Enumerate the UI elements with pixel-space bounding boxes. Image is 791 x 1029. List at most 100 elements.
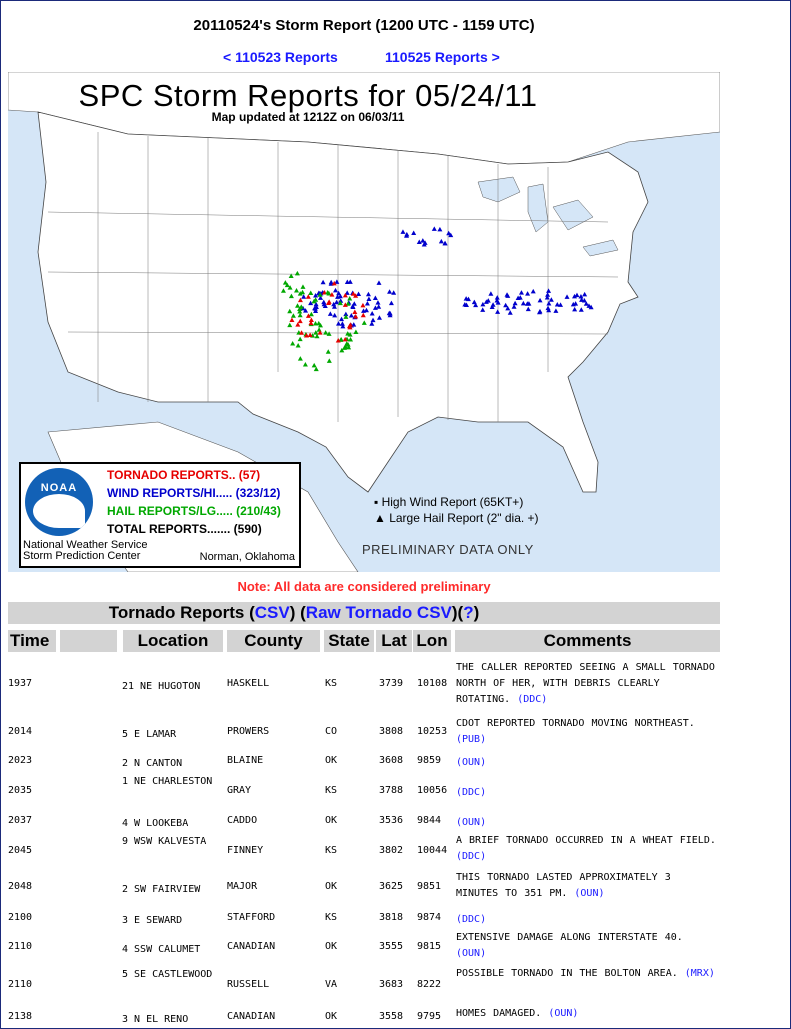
report-marker xyxy=(353,313,359,319)
report-marker xyxy=(356,291,362,297)
report-marker xyxy=(335,337,341,343)
report-marker xyxy=(352,309,358,315)
table-row: 2110 4 SSW CALUMET CANADIAN OK 3555 9815 EXTEN… xyxy=(0,930,791,964)
cell-state: OK xyxy=(325,941,338,952)
report-marker xyxy=(326,358,332,363)
cell-lat: 3808 xyxy=(379,726,404,737)
report-marker xyxy=(530,288,536,294)
cell-location: 1 NE CHARLESTON xyxy=(122,776,213,787)
previous-day-link[interactable]: < 110523 Reports xyxy=(223,49,338,65)
office-link[interactable]: (OUN) xyxy=(548,1008,579,1019)
report-marker xyxy=(297,312,303,318)
cell-location: 9 WSW KALVESTA xyxy=(122,836,207,847)
section-title: Tornado Reports (CSV) (Raw Tornado CSV)(… xyxy=(108,603,480,622)
report-marker xyxy=(323,330,329,335)
cell-comments: (DDC) xyxy=(456,912,718,928)
report-marker xyxy=(554,301,560,307)
cell-state: OK xyxy=(325,881,338,892)
storm-report-map[interactable]: SPC Storm Reports for 05/24/11 Map updat… xyxy=(8,72,720,572)
report-marker xyxy=(351,301,357,306)
report-marker xyxy=(505,305,511,311)
table-row: 2045 9 WSW KALVESTA FINNEY KS 3802 10044 A BRI… xyxy=(0,833,791,869)
report-marker xyxy=(361,320,367,325)
col-header-comments: Comments xyxy=(455,630,720,652)
table-row: 2110 5 SE CASTLEWOOD RUSSELL VA 3683 8222 POSS… xyxy=(0,966,791,1004)
raw-csv-link[interactable]: Raw Tornado CSV xyxy=(305,603,452,622)
office-link[interactable]: (OUN) xyxy=(456,817,487,828)
report-marker xyxy=(297,291,303,296)
report-marker xyxy=(583,301,589,306)
cell-county: CADDO xyxy=(227,815,258,826)
report-marker xyxy=(546,288,552,293)
csv-link[interactable]: CSV xyxy=(254,603,290,622)
report-marker xyxy=(287,308,293,314)
report-marker xyxy=(364,301,370,306)
help-link[interactable]: ? xyxy=(463,603,474,622)
legend-agency-line1: National Weather Service xyxy=(23,539,148,551)
office-link[interactable]: (OUN) xyxy=(574,888,605,899)
report-marker xyxy=(313,308,319,314)
cell-county: RUSSELL xyxy=(227,979,270,990)
section-title-text: Tornado Reports xyxy=(108,603,245,622)
report-marker xyxy=(473,302,479,308)
cell-location: 5 E LAMAR xyxy=(122,729,177,740)
report-marker xyxy=(297,356,303,361)
report-marker xyxy=(313,297,319,302)
office-link[interactable]: (DDC) xyxy=(456,914,487,925)
report-marker xyxy=(295,303,301,308)
report-marker xyxy=(313,293,319,298)
report-marker xyxy=(360,312,366,318)
cell-time: 2045 xyxy=(8,845,33,856)
next-day-link[interactable]: 110525 Reports > xyxy=(385,49,500,65)
report-marker xyxy=(421,242,427,247)
cell-county: STAFFORD xyxy=(227,912,276,923)
office-link[interactable]: (DDC) xyxy=(456,851,487,862)
office-link[interactable]: (MRX) xyxy=(684,968,715,979)
report-marker xyxy=(400,229,406,234)
cell-county: CANADIAN xyxy=(227,1011,276,1022)
report-marker xyxy=(480,307,486,312)
cell-time: 2100 xyxy=(8,912,33,923)
office-link[interactable]: (OUN) xyxy=(456,757,487,768)
cell-location: 2 N CANTON xyxy=(122,758,183,769)
report-marker xyxy=(345,301,351,306)
report-marker xyxy=(284,282,290,288)
report-marker xyxy=(520,300,526,306)
report-marker xyxy=(375,300,381,305)
report-marker xyxy=(338,336,344,342)
report-marker xyxy=(463,296,469,301)
report-marker xyxy=(290,341,296,346)
report-marker xyxy=(360,302,366,308)
table-row: 2138 3 N EL RENO CANADIAN OK 3558 9795 HOMES D… xyxy=(0,1006,791,1028)
report-marker xyxy=(317,330,323,335)
report-marker xyxy=(303,308,309,313)
report-marker xyxy=(320,279,326,285)
report-marker xyxy=(288,293,294,299)
report-marker xyxy=(361,308,367,313)
report-marker xyxy=(342,292,348,298)
report-marker xyxy=(483,299,489,304)
report-marker xyxy=(334,279,340,284)
report-marker xyxy=(411,230,417,236)
cell-lat: 3739 xyxy=(379,678,404,689)
report-marker xyxy=(337,300,343,306)
report-marker xyxy=(331,280,337,286)
cell-lat: 3558 xyxy=(379,1011,404,1022)
office-link[interactable]: (DDC) xyxy=(517,694,548,705)
cell-state: KS xyxy=(325,785,338,796)
report-marker xyxy=(347,296,353,301)
office-link[interactable]: (OUN) xyxy=(456,948,487,959)
report-marker xyxy=(308,317,314,323)
report-marker xyxy=(326,331,332,336)
report-marker xyxy=(376,315,382,320)
office-link[interactable]: (PUB) xyxy=(456,734,487,745)
report-marker xyxy=(316,327,322,332)
report-marker xyxy=(314,333,320,339)
report-marker xyxy=(294,288,300,293)
report-marker xyxy=(537,308,543,314)
report-marker xyxy=(342,336,348,342)
report-marker xyxy=(489,304,495,309)
office-link[interactable]: (DDC) xyxy=(456,787,487,798)
report-marker xyxy=(333,287,339,293)
cell-time: 2035 xyxy=(8,785,33,796)
